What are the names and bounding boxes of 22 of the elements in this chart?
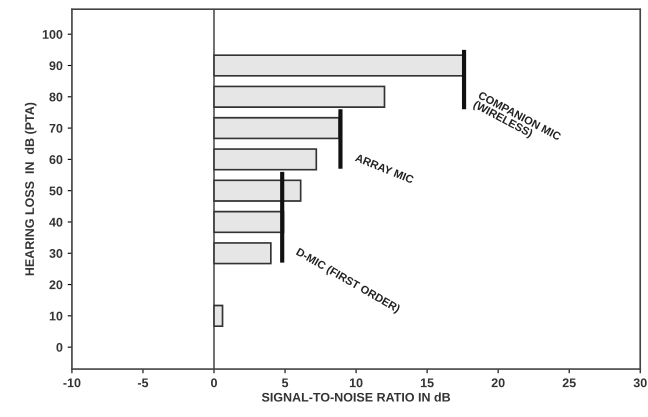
y-tick-label: 20 bbox=[49, 280, 62, 290]
x-tick-label: 20 bbox=[492, 378, 505, 388]
y-tick-label: 60 bbox=[49, 155, 62, 164]
y-tick-label: 90 bbox=[49, 61, 62, 70]
x-tick-label: 0 bbox=[211, 378, 217, 388]
y-tick-label: 50 bbox=[49, 186, 62, 196]
y-tick-label: 70 bbox=[50, 124, 62, 133]
x-tick-label: -10 bbox=[63, 378, 80, 388]
x-tick-label: -5 bbox=[138, 378, 148, 388]
y-tick-label: 100 bbox=[42, 30, 62, 39]
x-tick-label: 10 bbox=[350, 378, 363, 388]
y-axis-title: HEARING LOSS IN dB (PTA) bbox=[24, 102, 36, 276]
x-tick-label: 5 bbox=[282, 378, 288, 388]
y-tick-label: 30 bbox=[49, 249, 62, 258]
x-tick-label: 15 bbox=[420, 378, 434, 388]
x-tick-label: 30 bbox=[634, 378, 647, 388]
x-axis-title: SIGNAL-TO-NOISE RATIO IN dB bbox=[262, 392, 450, 402]
x-tick-label: 25 bbox=[562, 378, 576, 388]
y-tick-label: 10 bbox=[50, 312, 62, 320]
y-tick-label: 0 bbox=[56, 342, 62, 352]
y-tick-label: 40 bbox=[49, 218, 62, 227]
y-tick-label: 80 bbox=[49, 92, 62, 102]
